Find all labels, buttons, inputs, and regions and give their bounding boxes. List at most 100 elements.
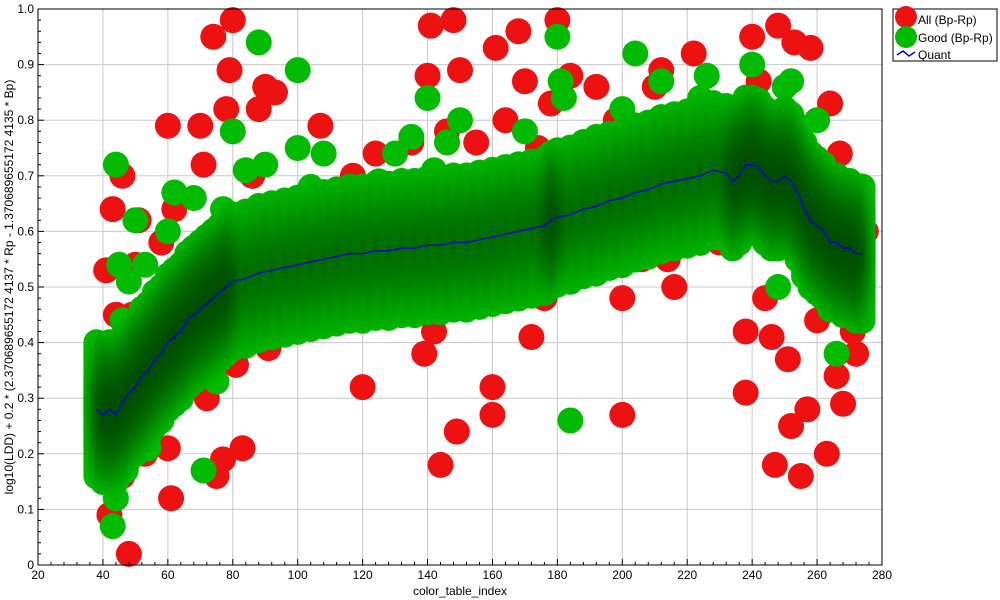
data-point-good	[398, 123, 425, 150]
data-point-all	[482, 34, 509, 61]
data-point-good	[648, 68, 675, 95]
x-tick-label: 100	[288, 568, 308, 582]
data-point-good	[447, 107, 473, 134]
data-point-good	[765, 274, 792, 300]
data-point-good	[180, 185, 207, 212]
data-point-good	[132, 251, 159, 278]
data-point-good	[190, 457, 217, 484]
data-point-all	[479, 401, 506, 428]
data-point-good	[414, 84, 441, 111]
x-tick-label: 200	[612, 568, 632, 582]
legend-marker-good	[895, 26, 917, 48]
data-point-all	[200, 23, 227, 50]
data-point-good	[622, 40, 649, 67]
data-point-all	[245, 96, 272, 123]
data-point-all	[158, 485, 185, 512]
data-point-all	[794, 396, 821, 423]
data-point-all	[505, 18, 532, 45]
data-point-good	[284, 135, 311, 161]
data-point-all	[261, 79, 288, 106]
legend-marker-quant	[896, 50, 916, 57]
x-axis: 20 40 60 80 100 120 140 160 180 200 220 240 260 280	[31, 559, 892, 582]
data-point-all	[492, 107, 519, 134]
data-point-good	[122, 207, 149, 234]
data-point-all	[463, 129, 490, 156]
data-point-all	[843, 340, 870, 367]
data-point-all	[154, 112, 181, 139]
data-point-good	[219, 118, 246, 145]
data-point-good	[550, 84, 577, 111]
y-tick-label: 0.2	[17, 447, 34, 461]
data-point-all	[414, 62, 441, 89]
data-point-all	[583, 73, 610, 100]
x-tick-label: 20	[31, 568, 45, 582]
x-tick-label: 80	[226, 568, 240, 582]
data-point-all	[362, 140, 389, 167]
data-point-all	[210, 446, 237, 473]
data-point-all	[830, 390, 857, 417]
data-point-all	[447, 57, 473, 84]
x-tick-label: 120	[353, 568, 373, 582]
data-point-good	[102, 151, 129, 178]
data-point-all	[229, 435, 256, 462]
data-point-all	[216, 57, 243, 84]
data-point-all	[732, 318, 759, 345]
data-point-all	[479, 374, 506, 401]
data-point-all	[518, 324, 545, 351]
data-point-all	[774, 346, 801, 373]
y-tick-label: 0.4	[17, 336, 34, 350]
data-point-all	[732, 379, 759, 406]
x-tick-label: 40	[96, 568, 110, 582]
x-tick-label: 220	[677, 568, 697, 582]
data-point-all	[219, 7, 246, 34]
legend: All (Bp-Rp) Good (Bp-Rp) Quant	[892, 6, 998, 62]
data-point-good	[245, 29, 272, 56]
x-tick-label: 140	[418, 568, 438, 582]
legend-marker-all	[895, 6, 917, 28]
data-point-good	[544, 23, 571, 50]
data-point-all	[823, 362, 850, 389]
y-tick-label: 0.9	[17, 58, 34, 72]
series-quant	[95, 163, 863, 417]
data-point-all	[417, 12, 444, 39]
y-tick-label: 0.3	[17, 391, 34, 405]
data-point-all	[609, 401, 636, 428]
x-axis-title: color_table_index	[413, 584, 507, 598]
x-tick-label: 240	[742, 568, 762, 582]
data-point-all	[680, 40, 707, 67]
data-point-good	[557, 407, 584, 434]
data-point-all	[190, 151, 217, 178]
data-point-all	[739, 23, 766, 50]
data-point-all	[758, 324, 785, 351]
data-point-all	[115, 540, 142, 567]
data-point-good	[310, 140, 337, 167]
data-point-all	[349, 374, 376, 401]
data-point-good	[232, 157, 259, 184]
data-point-all	[761, 451, 788, 478]
x-tick-label: 160	[482, 568, 502, 582]
data-point-all	[187, 112, 214, 139]
y-tick-label: 0.6	[17, 224, 34, 238]
data-point-good	[434, 129, 461, 156]
data-point-all	[443, 418, 470, 445]
y-tick-label: 0	[27, 558, 34, 572]
x-tick-label: 60	[161, 568, 175, 582]
y-tick-label: 1.0	[17, 2, 34, 16]
data-point-good	[823, 340, 850, 367]
data-point-all	[813, 440, 840, 467]
y-tick-label: 0.7	[17, 169, 34, 183]
y-tick-label: 0.1	[17, 502, 34, 516]
y-tick-label: 0.5	[17, 280, 34, 294]
data-point-all	[411, 340, 438, 367]
legend-label-quant: Quant	[918, 48, 951, 62]
data-point-all	[511, 68, 538, 95]
data-point-all	[99, 196, 126, 223]
data-point-all	[778, 413, 805, 439]
legend-label-all: All (Bp-Rp)	[918, 13, 977, 27]
x-tick-label: 260	[807, 568, 827, 582]
data-point-good	[154, 218, 181, 245]
data-point-all	[765, 12, 792, 39]
y-axis: 0 0.1 0.2 0.3 0.4 0.5 0.6 0.7 0.8 0.9 1.0	[17, 2, 44, 572]
data-point-good	[252, 151, 279, 178]
